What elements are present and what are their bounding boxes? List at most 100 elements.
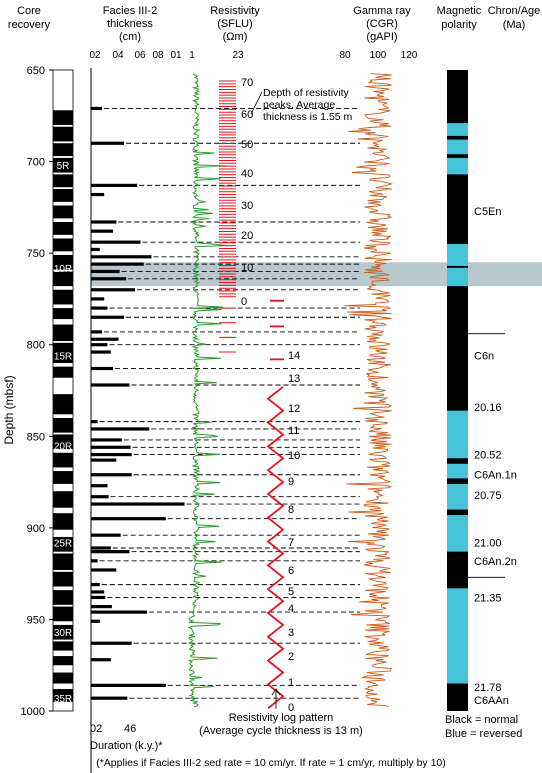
- facies-bar: [91, 568, 117, 572]
- core-section: [53, 157, 73, 173]
- resistivity-tick-label: 1: [189, 50, 195, 61]
- facies-bar: [91, 366, 113, 371]
- facies-bar: [91, 288, 135, 292]
- polarity-block: [447, 515, 468, 552]
- facies-bar: [91, 106, 102, 111]
- chron-header-line2: (Ma): [503, 19, 526, 31]
- gamma-curve: [344, 73, 393, 708]
- core-section: [53, 324, 73, 342]
- facies-bar: [91, 453, 132, 457]
- cycle-label: 13: [288, 373, 300, 385]
- facies-bar: [91, 350, 111, 354]
- core-section: [53, 254, 73, 270]
- chron-label: 20.52: [474, 450, 502, 462]
- facies-tick-label: 08: [152, 50, 164, 61]
- facies-bar: [91, 420, 98, 424]
- polarity-block: [447, 139, 468, 155]
- cycle-label: 4: [288, 603, 294, 615]
- facies-bar: [91, 683, 166, 687]
- resistivity-tick-label: 23: [232, 50, 244, 61]
- polarity-block: [447, 553, 468, 567]
- peaks-note-line: peaks. Average: [263, 99, 335, 111]
- cycle-label: 11: [288, 425, 299, 437]
- depth-tick-label: 800: [27, 340, 45, 352]
- polarity-block: [447, 267, 468, 287]
- facies-bar: [91, 533, 121, 537]
- facies-tick-label: 01: [170, 50, 182, 61]
- facies-bar: [91, 183, 138, 187]
- facies-bar: [91, 696, 128, 700]
- facies-bar: [91, 484, 108, 488]
- gamma-tick-label: 120: [401, 50, 418, 61]
- resistivity-header-line3: (Ωm): [223, 31, 248, 43]
- depth-axis: 650 700 750 800 850 900 950 1000: [21, 65, 53, 718]
- chron-label: C5En: [474, 206, 502, 218]
- core-section: [53, 205, 73, 219]
- cycle-label: 3: [288, 627, 294, 639]
- facies-tick-label: 06: [134, 50, 146, 61]
- core-section: [53, 271, 73, 287]
- facies-tick-label: 02: [89, 50, 101, 61]
- facies-bar: [91, 192, 105, 197]
- footnote: (*Applies if Facies III-2 sed rate = 10 …: [96, 757, 446, 769]
- facies-bar: [91, 262, 144, 266]
- polarity-legend: Black = normal Blue = reversed: [445, 714, 522, 740]
- core-section: [53, 624, 73, 640]
- facies-bar: [91, 610, 148, 614]
- facies-bar: [91, 590, 105, 594]
- gamma-ray-log: [344, 73, 393, 708]
- resistivity-curve: [187, 73, 228, 708]
- core-label: 35R: [54, 694, 72, 705]
- facies-bar: [91, 337, 119, 341]
- facies-bars: [91, 106, 185, 700]
- facies-header-line3: (cm): [119, 31, 141, 43]
- duration-axis-label: Duration (k.y.)*: [90, 740, 163, 752]
- cycle-label: 8: [288, 504, 294, 516]
- resistivity-header-line2: (SFLU): [217, 18, 252, 30]
- core-section: [53, 289, 73, 305]
- core-label: 30R: [54, 628, 72, 639]
- core-section: [53, 366, 73, 378]
- cycle-annotation: Resistivity log pattern (Average cycle t…: [199, 688, 363, 737]
- facies-tick-labels: 02 04 06 08 01: [89, 50, 182, 61]
- facies-header-line1: Facies III-2: [103, 5, 157, 17]
- facies-bar: [91, 330, 102, 334]
- facies-bar: [91, 641, 132, 645]
- facies-bar: [91, 546, 111, 550]
- facies-bar: [91, 550, 130, 554]
- facies-tick-label: 04: [112, 50, 124, 61]
- core-section: [53, 143, 73, 157]
- peak-depth-labels: 70 60 50 40 30 20 10 0: [241, 77, 253, 308]
- facies-bar: [91, 495, 109, 499]
- cycle-label: 6: [288, 565, 294, 577]
- polarity-block: [447, 330, 468, 353]
- core-section: [53, 672, 73, 684]
- peak-label: 0: [241, 296, 247, 308]
- resistivity-header-line1: Resistivity: [210, 5, 260, 17]
- polarity-block: [447, 123, 468, 136]
- polarity-block: [447, 463, 468, 479]
- facies-bar: [91, 141, 124, 145]
- polarity-block: [447, 588, 468, 684]
- peak-label: 60: [241, 109, 253, 121]
- gamma-header-line3: (gAPI): [366, 31, 397, 43]
- facies-bar: [91, 220, 117, 224]
- core-section: [53, 606, 73, 622]
- cycle-label: 7: [288, 537, 294, 549]
- core-recovery-column: 5R 10R 15R 20R 25R 30R 35R: [52, 69, 74, 712]
- polarity-block: [447, 243, 468, 266]
- cycle-label: 0: [288, 702, 294, 714]
- facies-bar: [91, 343, 108, 347]
- facies-bar: [91, 229, 113, 233]
- facies-bar: [91, 269, 120, 274]
- facies-bar: [91, 473, 132, 477]
- chron-labels: C5En C6n 20.16 20.52 C6An.1n 20.75 21.00 C6An.2…: [468, 206, 517, 707]
- core-section: [53, 308, 73, 320]
- facies-bar: [91, 619, 100, 623]
- y-axis-label: Depth (mbsf): [2, 375, 16, 444]
- facies-bar: [91, 315, 124, 319]
- core-section: [53, 174, 73, 188]
- correlation-lines: [99, 108, 360, 699]
- core-section: [53, 553, 73, 570]
- polarity-block: [447, 569, 468, 583]
